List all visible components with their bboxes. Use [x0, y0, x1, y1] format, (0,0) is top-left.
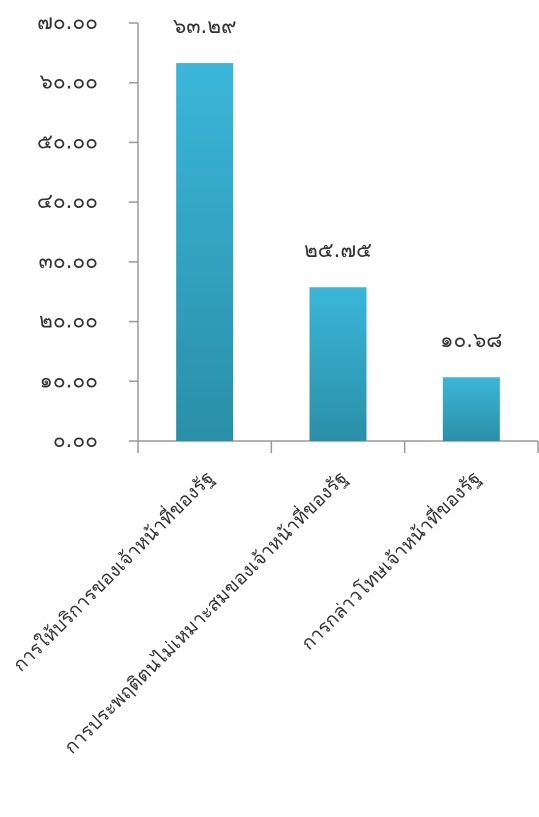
category-label: การประพฤติตนไม่เหมาะสมของเจ้าหน้าที่ของร…	[58, 465, 352, 759]
data-label: ๑๐.๖๘	[440, 328, 502, 352]
y-tick-label: ๑๐.๐๐	[40, 368, 98, 392]
category-labels: การให้บริการของเจ้าหน้าที่ของรัฐการประพฤ…	[7, 465, 485, 759]
y-axis: ๐.๐๐ ๑๐.๐๐ ๒๐.๐๐ ๓๐.๐๐ ๔๐.๐๐ ๕๐.๐๐ ๖๐.๐๐ ๗๐.๐๐	[37, 10, 139, 452]
y-tick-label: ๔๐.๐๐	[37, 189, 98, 213]
y-tick-label: ๗๐.๐๐	[37, 10, 98, 34]
bar	[309, 287, 367, 441]
y-tick-label: ๓๐.๐๐	[39, 249, 98, 273]
x-axis	[137, 440, 539, 453]
y-tick-label: ๖๐.๐๐	[40, 70, 98, 94]
bar	[442, 377, 500, 441]
bars	[176, 63, 500, 441]
bar	[176, 63, 234, 441]
y-tick-label: ๕๐.๐๐	[37, 129, 98, 153]
data-label: ๒๕.๗๕	[304, 238, 372, 262]
y-tick-label: ๒๐.๐๐	[39, 309, 98, 333]
data-label: ๖๓.๒๙	[173, 14, 237, 38]
y-tick-label: ๐.๐๐	[53, 428, 98, 452]
